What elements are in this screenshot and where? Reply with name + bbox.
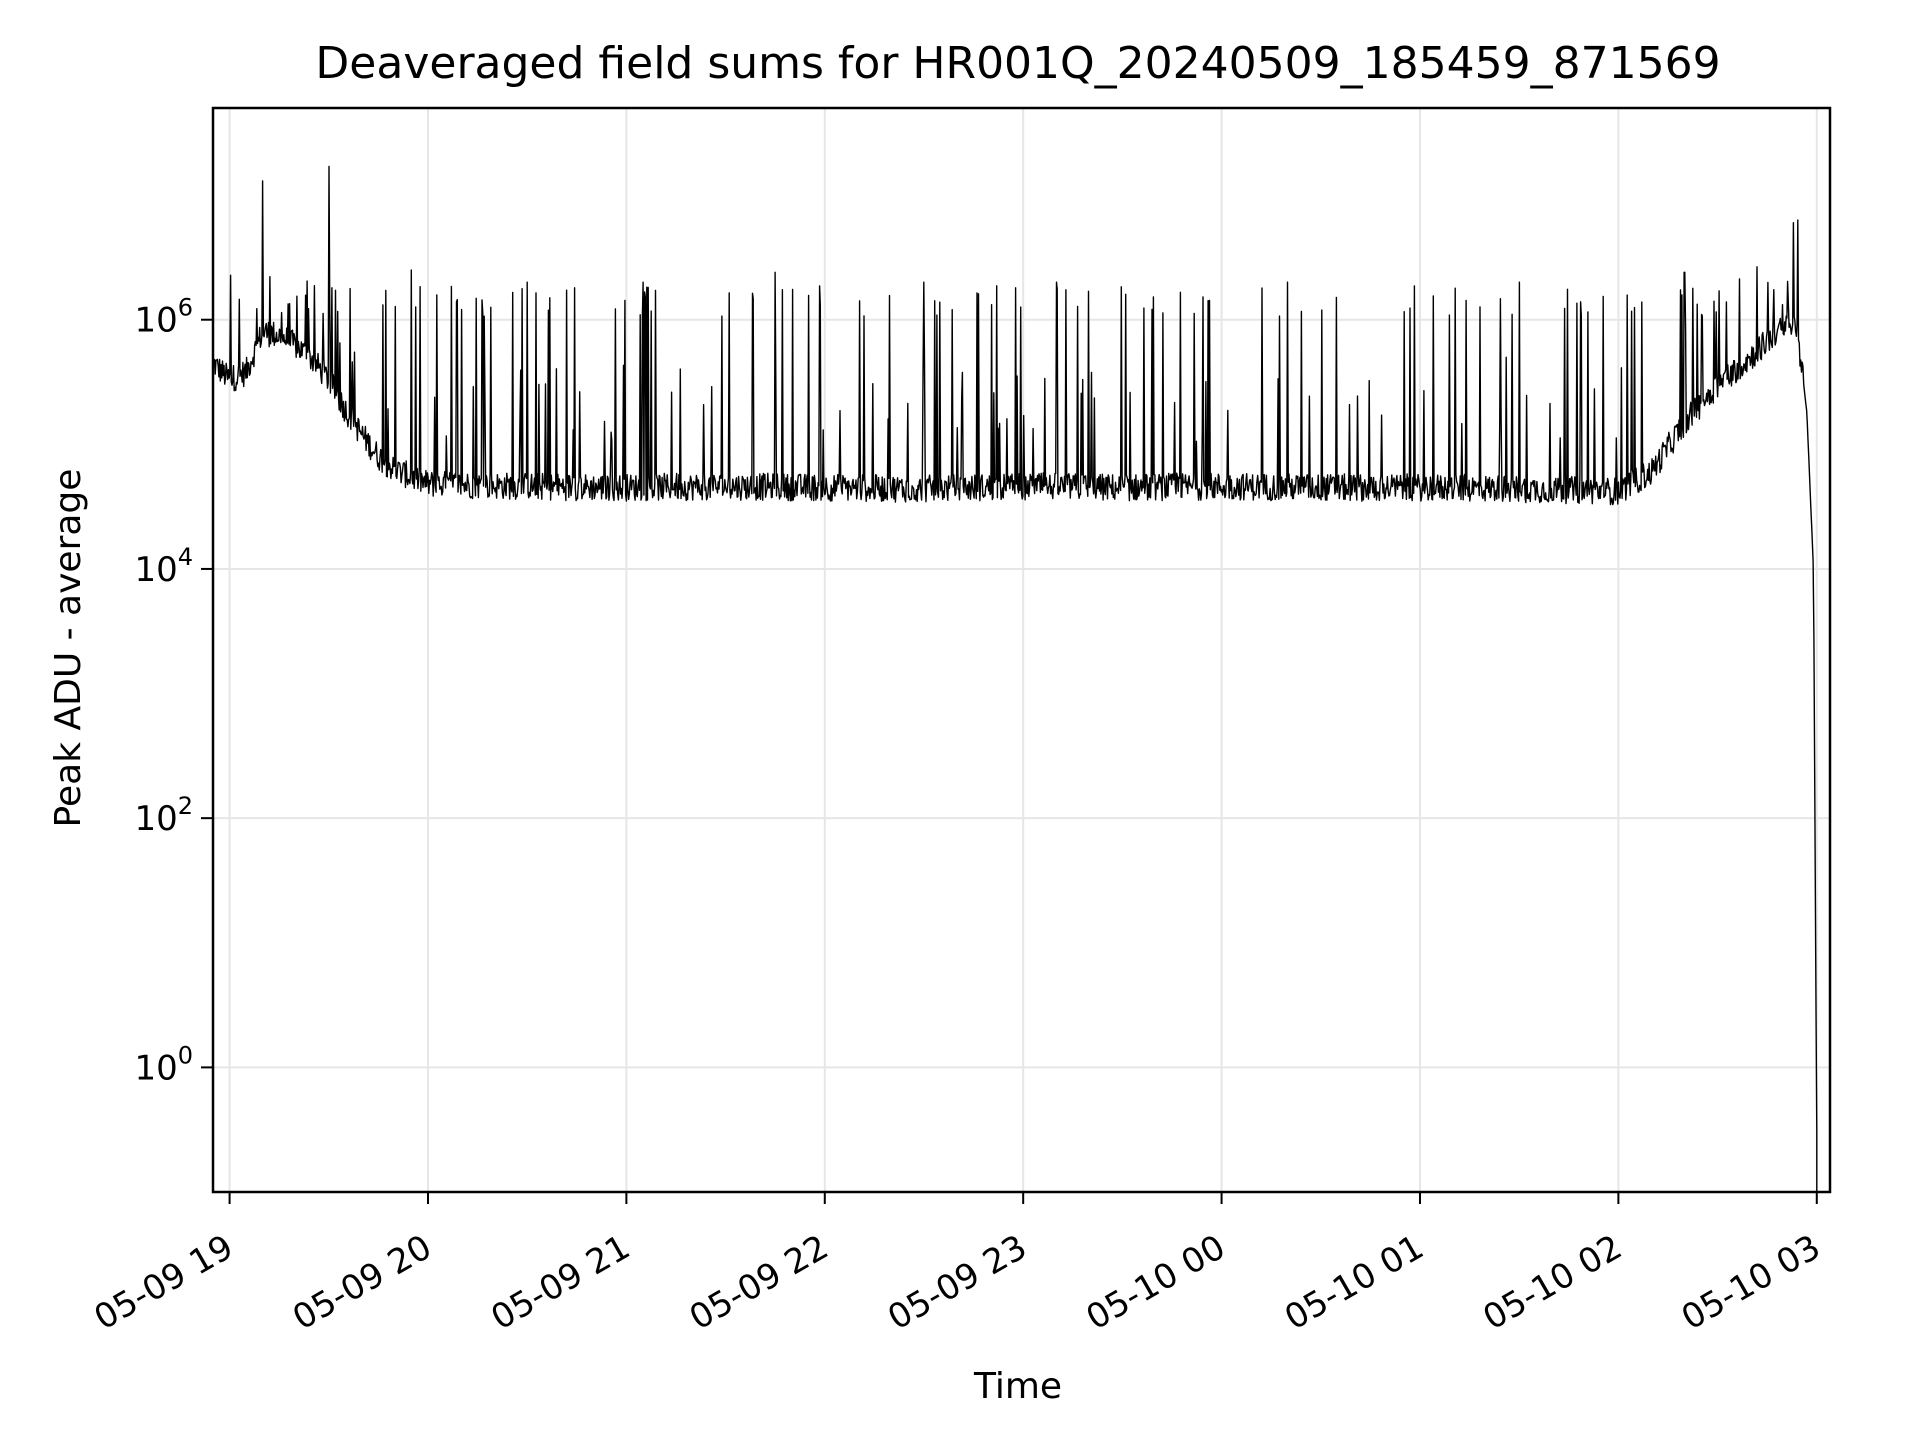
y-axis-ticks: 100 102 104 106 — [134, 294, 213, 1088]
plot-frame — [211, 106, 1832, 1194]
y-tick-label: 104 — [134, 543, 193, 590]
y-tick-label: 106 — [134, 294, 193, 341]
y-axis-label: Peak ADU - average — [48, 469, 89, 828]
grid — [213, 108, 1830, 1192]
y-tick-label: 100 — [134, 1041, 193, 1088]
x-axis-label: Time — [973, 1366, 1062, 1407]
chart-title: Deaveraged field sums for HR001Q_2024050… — [315, 38, 1720, 89]
series-line — [212, 165, 1818, 1192]
y-tick-label: 102 — [134, 792, 193, 839]
